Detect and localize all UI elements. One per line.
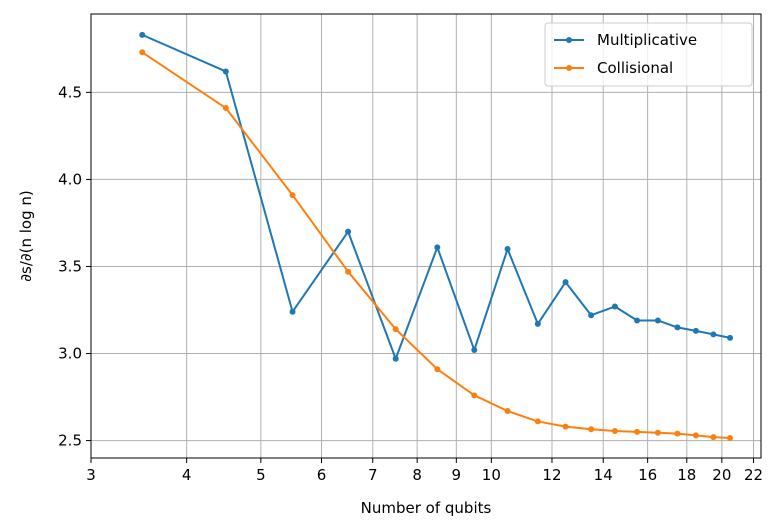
- legend-entry: Collisional: [554, 59, 673, 77]
- legend: Multiplicative Collisional: [544, 22, 753, 87]
- x-tick-label: 14: [594, 466, 613, 484]
- series-line: [141, 33, 731, 360]
- data-point: [222, 105, 229, 112]
- plot-area-frame: [90, 13, 762, 459]
- legend-entries: Multiplicative Collisional: [554, 31, 697, 77]
- series-line: [141, 51, 731, 439]
- x-tick-label: 16: [638, 466, 657, 484]
- y-tick-label: 4.5: [58, 83, 82, 101]
- x-tick-label: 9: [452, 466, 462, 484]
- y-axis-label: ∂s/∂(n log n): [17, 190, 35, 282]
- legend-marker: [566, 65, 572, 71]
- data-point: [674, 324, 681, 331]
- data-point: [562, 279, 569, 286]
- data-point: [727, 334, 734, 341]
- x-tick-label: 3: [86, 466, 96, 484]
- data-point: [588, 426, 595, 433]
- y-tick-label: 3.5: [58, 257, 82, 275]
- data-point: [654, 317, 661, 324]
- x-axis-ticks: 3 4 5 6 7 8 9 10 12 14 16 18 20 22: [86, 458, 763, 484]
- x-tick-label: 12: [542, 466, 561, 484]
- data-point: [222, 68, 229, 75]
- series-layer: [139, 31, 734, 441]
- data-point: [471, 392, 478, 399]
- data-point: [534, 418, 541, 425]
- series-collisional: [139, 49, 734, 441]
- x-tick-label: 7: [368, 466, 378, 484]
- data-point: [534, 320, 541, 327]
- x-axis-label: Number of qubits: [361, 499, 492, 517]
- data-point: [692, 432, 699, 439]
- data-point: [434, 244, 441, 251]
- data-point: [562, 423, 569, 430]
- data-point: [710, 331, 717, 338]
- data-point: [710, 434, 717, 441]
- data-point: [289, 192, 296, 199]
- data-point: [139, 49, 146, 56]
- data-point: [634, 428, 641, 435]
- y-tick-label: 4.0: [58, 170, 82, 188]
- legend-marker: [566, 37, 572, 43]
- x-tick-label: 10: [482, 466, 501, 484]
- data-point: [727, 434, 734, 441]
- data-point: [392, 355, 399, 362]
- x-tick-label: 8: [412, 466, 422, 484]
- x-tick-label: 6: [317, 466, 327, 484]
- data-point: [692, 327, 699, 334]
- data-point: [611, 303, 618, 310]
- data-point: [504, 246, 511, 253]
- legend-label: Collisional: [597, 59, 673, 77]
- data-point: [392, 326, 399, 333]
- series-multiplicative: [139, 31, 734, 362]
- legend-box: [544, 22, 753, 87]
- data-point: [345, 228, 352, 235]
- data-point: [674, 430, 681, 437]
- y-tick-label: 2.5: [58, 432, 82, 450]
- data-point: [471, 347, 478, 354]
- data-point: [139, 31, 146, 38]
- data-point: [345, 268, 352, 275]
- y-tick-label: 3.0: [58, 345, 82, 363]
- data-point: [588, 312, 595, 319]
- x-tick-label: 5: [256, 466, 266, 484]
- x-tick-label: 4: [182, 466, 192, 484]
- data-point: [434, 366, 441, 373]
- data-point: [611, 428, 618, 435]
- legend-label: Multiplicative: [597, 31, 697, 49]
- data-point: [654, 429, 661, 436]
- legend-entry: Multiplicative: [554, 31, 697, 49]
- x-tick-label: 20: [712, 466, 731, 484]
- x-tick-label: 22: [744, 466, 763, 484]
- x-tick-label: 18: [677, 466, 696, 484]
- data-point: [289, 308, 296, 315]
- data-point: [634, 317, 641, 324]
- data-point: [504, 407, 511, 414]
- y-axis-ticks: 2.5 3.0 3.5 4.0 4.5: [58, 83, 91, 450]
